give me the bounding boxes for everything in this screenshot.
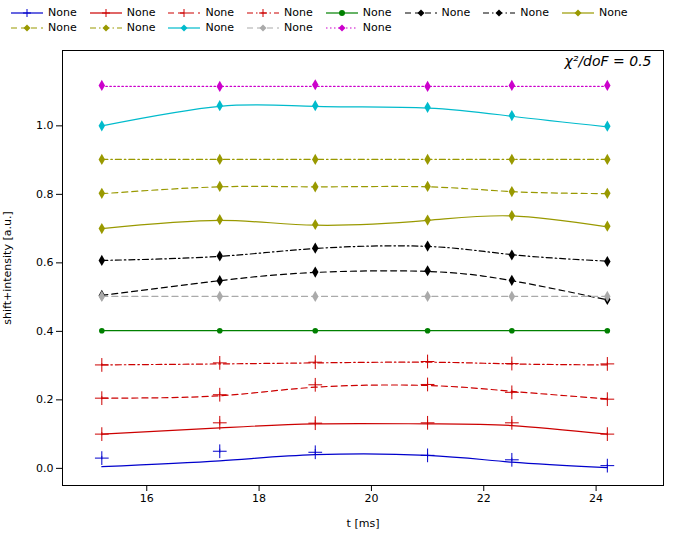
html-text:None: None bbox=[362, 21, 392, 34]
svg-text:1.0: 1.0 bbox=[36, 119, 54, 132]
svg-text:24: 24 bbox=[589, 492, 603, 505]
svg-text:0.0: 0.0 bbox=[36, 462, 54, 475]
html-text:None: None bbox=[205, 6, 235, 19]
html-text:None: None bbox=[48, 6, 77, 19]
html-text:None: None bbox=[205, 21, 235, 34]
svg-text:0.6: 0.6 bbox=[36, 256, 54, 269]
html-text:None: None bbox=[284, 6, 313, 19]
html-text:None: None bbox=[598, 6, 628, 19]
svg-text:20: 20 bbox=[364, 492, 378, 505]
svg-text:16: 16 bbox=[140, 492, 154, 505]
svg-text:0.4: 0.4 bbox=[36, 325, 54, 338]
html-text:None: None bbox=[48, 21, 77, 34]
svg-text:0.2: 0.2 bbox=[36, 393, 54, 406]
html-text:None: None bbox=[284, 21, 313, 34]
svg-text:22: 22 bbox=[477, 492, 491, 505]
svg-text:t [ms]: t [ms] bbox=[347, 517, 380, 530]
html-text:None: None bbox=[362, 6, 392, 19]
svg-text:shift+intensity [a.u.]: shift+intensity [a.u.] bbox=[1, 211, 14, 324]
html-text:None: None bbox=[126, 21, 156, 34]
html-text:None: None bbox=[126, 6, 156, 19]
html-text:None: None bbox=[520, 6, 549, 19]
svg-text:0.8: 0.8 bbox=[36, 188, 54, 201]
html-text:None: None bbox=[441, 6, 471, 19]
svg-text:χ²/doF = 0.5: χ²/doF = 0.5 bbox=[563, 53, 651, 69]
svg-text:18: 18 bbox=[252, 492, 266, 505]
